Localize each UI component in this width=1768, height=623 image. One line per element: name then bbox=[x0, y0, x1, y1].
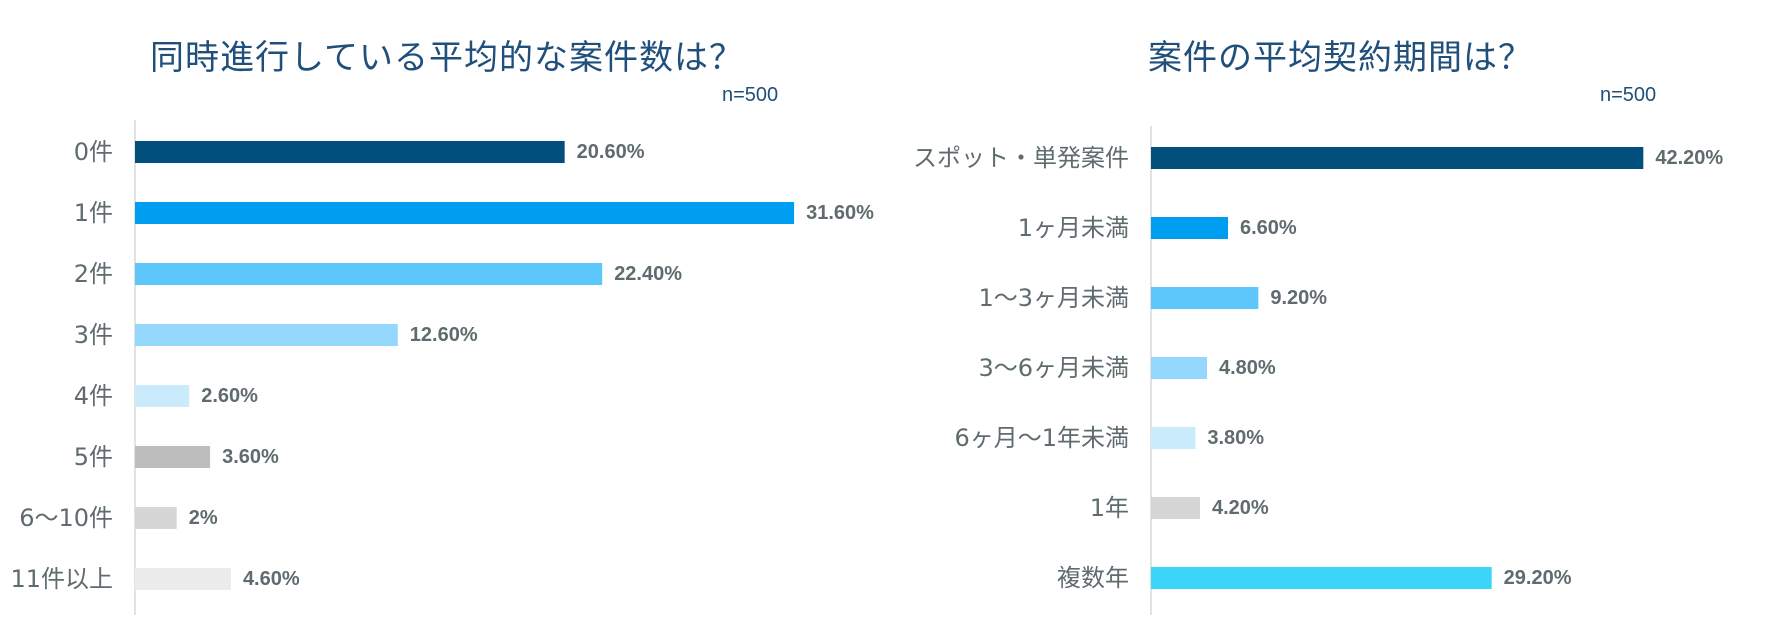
value-label: 12.60% bbox=[410, 324, 478, 346]
sample-size: n=500 bbox=[722, 84, 779, 106]
value-label: 2.60% bbox=[201, 385, 258, 407]
category-label: 3件 bbox=[74, 321, 113, 349]
category-label: 複数年 bbox=[1057, 564, 1129, 592]
sample-size: n=500 bbox=[1600, 84, 1657, 106]
bar bbox=[135, 385, 190, 407]
chart-title: 同時進行している平均的な案件数は？ bbox=[150, 38, 744, 78]
bar bbox=[135, 263, 603, 285]
category-label: 0件 bbox=[74, 138, 113, 166]
category-label: 11件以上 bbox=[10, 565, 113, 593]
value-label: 4.60% bbox=[243, 568, 300, 590]
category-label: スポット・単発案件 bbox=[913, 144, 1129, 172]
category-label: 1ヶ月未満 bbox=[1018, 214, 1129, 242]
category-label: 4件 bbox=[74, 382, 113, 410]
bar-plot: スポット・単発案件 42.20% 1ヶ月未満 6.60% 1〜3ヶ月未満 9.20% 3〜6… bbox=[913, 126, 1723, 615]
bar bbox=[135, 446, 211, 468]
bar bbox=[135, 202, 795, 224]
value-label: 22.40% bbox=[614, 263, 682, 285]
bar bbox=[1151, 427, 1196, 449]
value-label: 4.80% bbox=[1219, 357, 1276, 379]
value-label: 31.60% bbox=[806, 202, 874, 224]
category-label: 1件 bbox=[74, 199, 113, 227]
bar bbox=[1151, 567, 1492, 589]
bar bbox=[135, 141, 565, 163]
category-label: 5件 bbox=[74, 443, 113, 471]
category-label: 3〜6ヶ月未満 bbox=[978, 354, 1129, 382]
category-label: 2件 bbox=[74, 260, 113, 288]
bar bbox=[135, 568, 231, 590]
bar bbox=[135, 507, 177, 529]
bar bbox=[1151, 217, 1228, 239]
value-label: 3.60% bbox=[222, 446, 279, 468]
value-label: 2% bbox=[189, 507, 218, 529]
category-label: 1〜3ヶ月未満 bbox=[978, 284, 1129, 312]
category-label: 1年 bbox=[1090, 494, 1129, 522]
chart-concurrent-projects: 同時進行している平均的な案件数は？ n=500 0件 20.60% 1件 31.60%… bbox=[0, 0, 880, 623]
value-label: 3.80% bbox=[1207, 427, 1264, 449]
value-label: 42.20% bbox=[1655, 147, 1723, 169]
value-label: 9.20% bbox=[1270, 287, 1327, 309]
chart-contract-duration: 案件の平均契約期間は？ n=500 スポット・単発案件 42.20% 1ヶ月未満 6.… bbox=[880, 0, 1768, 623]
bar bbox=[1151, 147, 1644, 169]
value-label: 20.60% bbox=[577, 141, 645, 163]
bar bbox=[1151, 497, 1200, 519]
value-label: 29.20% bbox=[1504, 567, 1572, 589]
bar bbox=[135, 324, 398, 346]
value-label: 4.20% bbox=[1212, 497, 1269, 519]
bar bbox=[1151, 287, 1259, 309]
chart-title: 案件の平均契約期間は？ bbox=[1148, 38, 1533, 78]
category-label: 6〜10件 bbox=[19, 504, 113, 532]
bar bbox=[1151, 357, 1207, 379]
bar-plot: 0件 20.60% 1件 31.60% 2件 22.40% 3件 12.60% 4件 2.60% 5… bbox=[10, 120, 874, 615]
value-label: 6.60% bbox=[1240, 217, 1297, 239]
category-label: 6ヶ月〜1年未満 bbox=[954, 424, 1129, 452]
